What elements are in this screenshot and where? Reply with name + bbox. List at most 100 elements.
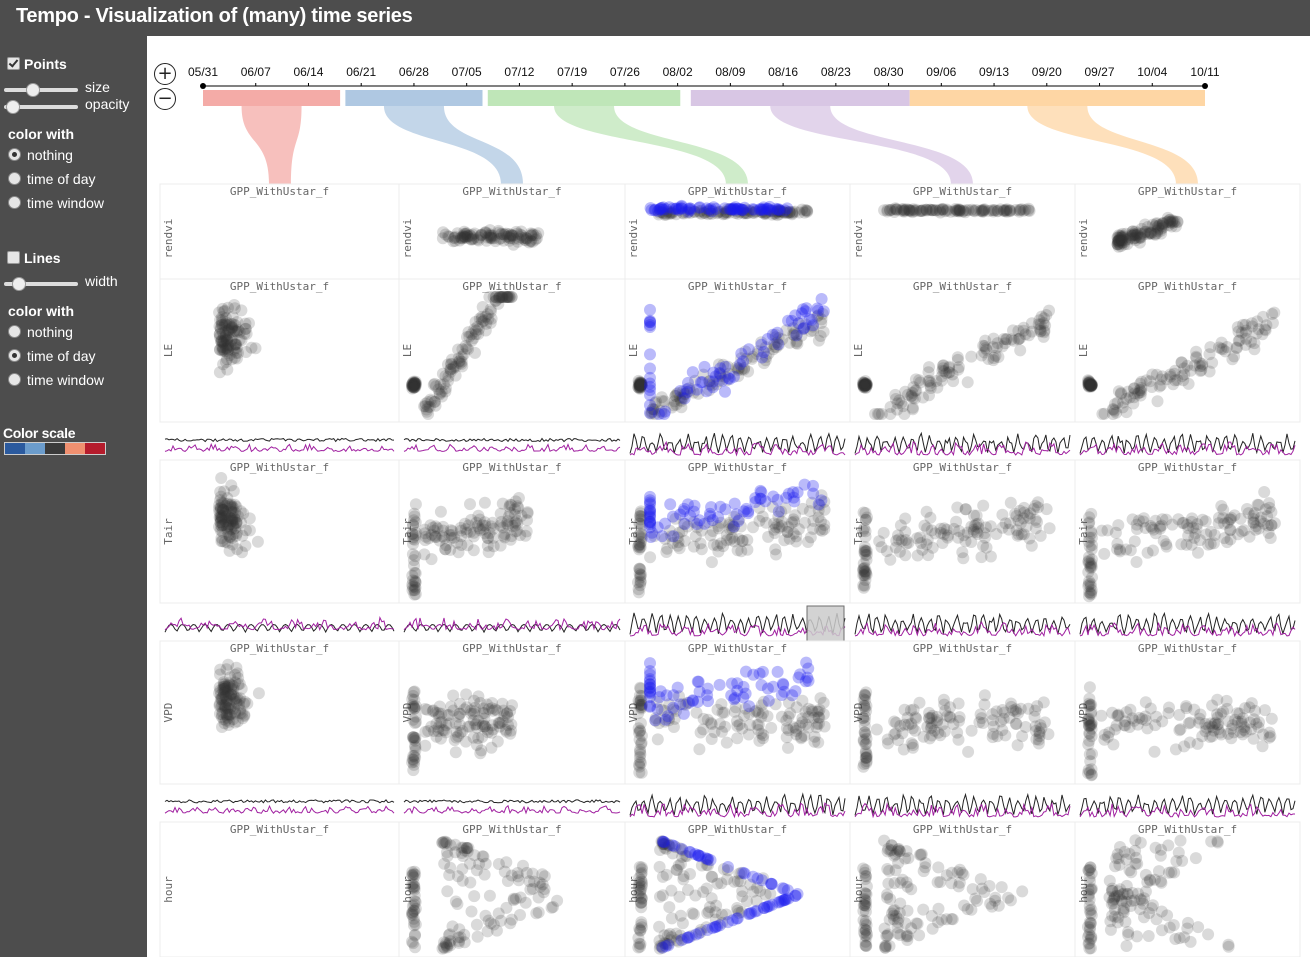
scatter-point (906, 403, 919, 416)
scatter-point (788, 326, 801, 339)
scatter-point (761, 900, 774, 913)
scatter-point (953, 863, 966, 876)
timeline-tick-label: 07/26 (610, 65, 640, 79)
scatter-point (448, 232, 461, 244)
scatter-point (1116, 234, 1129, 247)
opacity-slider-knob[interactable] (6, 100, 20, 114)
scatter-point (653, 860, 666, 873)
scatter-point (1129, 834, 1142, 847)
scatter-point (700, 202, 713, 215)
scatter-point (525, 229, 538, 242)
size-slider[interactable] (4, 83, 78, 97)
scatter-point (503, 291, 516, 303)
scatter-point (729, 204, 742, 217)
scatter-point (551, 894, 564, 907)
scatter-point (462, 343, 475, 356)
lines-color-time-of-day[interactable]: time of day (8, 348, 95, 364)
width-slider-knob[interactable] (12, 277, 26, 291)
points-color-time-of-day[interactable]: time of day (8, 171, 95, 187)
scatter-point (1256, 328, 1269, 341)
points-color-nothing[interactable]: nothing (8, 147, 73, 163)
scatter-point (232, 347, 244, 359)
scatter-point (1130, 556, 1143, 568)
lines-color-time-window[interactable]: time window (8, 372, 104, 388)
timeseries-line (164, 616, 395, 631)
scatter-point (408, 929, 421, 942)
scatter-point (213, 366, 226, 379)
panel-x-label: GPP_WithUstar_f (462, 823, 561, 836)
color-scale-legend (4, 442, 106, 455)
time-window-bar[interactable] (345, 90, 483, 106)
scatter-point (1166, 214, 1179, 227)
radio-button[interactable] (8, 172, 21, 185)
scatter-point (472, 714, 485, 727)
scatter-point (511, 235, 524, 248)
scatter-panel: GPP_WithUstar_f LE (1074, 278, 1301, 423)
scatter-point (959, 206, 972, 219)
opacity-slider[interactable] (4, 100, 78, 114)
scatter-point (1157, 221, 1169, 234)
scatter-point (978, 698, 991, 711)
points-checkbox[interactable] (7, 57, 20, 70)
scatter-point (1251, 315, 1264, 328)
scatter-point (765, 877, 778, 890)
scatter-point (1180, 538, 1193, 551)
scatter-point (505, 913, 518, 926)
radio-button[interactable] (8, 349, 21, 362)
scatter-point (782, 314, 795, 327)
radio-button[interactable] (8, 196, 21, 209)
brush-selection[interactable] (806, 605, 845, 642)
lines-toggle[interactable]: Lines (7, 250, 61, 266)
scatter-point (755, 205, 768, 218)
scatter-point (879, 941, 892, 954)
scatter-point (1190, 345, 1203, 358)
scatter-point (706, 205, 718, 218)
scatter-point (954, 204, 967, 217)
time-window-bar[interactable] (909, 90, 1205, 106)
scatter-point (881, 205, 894, 218)
lines-checkbox[interactable] (7, 251, 20, 264)
scatter-point (769, 207, 782, 220)
width-slider[interactable] (4, 277, 78, 291)
zoom-in-button[interactable]: + (154, 63, 176, 85)
radio-button[interactable] (8, 325, 21, 338)
scatter-point (768, 527, 781, 539)
points-toggle[interactable]: Points (7, 56, 67, 72)
scatter-point (449, 230, 462, 243)
scatter-point (456, 343, 469, 356)
scatter-point (457, 348, 470, 361)
scatter-point (750, 205, 762, 218)
scatter-point (496, 291, 509, 303)
lines-color-nothing[interactable]: nothing (8, 324, 73, 340)
scatter-point (670, 208, 683, 221)
scatter-point (229, 337, 242, 350)
scatter-point (494, 227, 507, 240)
timeseries-line (403, 617, 621, 631)
panel-x-label: GPP_WithUstar_f (688, 642, 787, 655)
scatter-point (1111, 238, 1124, 251)
points-color-time-window[interactable]: time window (8, 195, 104, 211)
scatter-point (407, 375, 420, 388)
scatter-point (214, 322, 227, 334)
radio-button[interactable] (8, 148, 21, 161)
panel-x-label: GPP_WithUstar_f (1138, 642, 1237, 655)
zoom-out-button[interactable]: − (154, 88, 176, 110)
scatter-point (523, 236, 536, 249)
scatter-point (463, 330, 476, 343)
scatter-point (493, 291, 506, 303)
time-window-bar[interactable] (203, 90, 341, 106)
time-window-bar[interactable] (487, 90, 681, 106)
scatter-point (488, 232, 501, 245)
scatter-point (472, 509, 485, 522)
scatter-point (449, 746, 462, 759)
scatter-point (503, 231, 516, 244)
scatter-point (635, 896, 648, 909)
timeline-tick-label: 09/13 (979, 65, 1009, 79)
size-slider-knob[interactable] (26, 83, 40, 97)
scatter-point (409, 377, 422, 390)
scatter-point (465, 233, 478, 246)
radio-button[interactable] (8, 373, 21, 386)
scatter-point (1231, 321, 1244, 334)
time-window-bar[interactable] (690, 90, 910, 106)
